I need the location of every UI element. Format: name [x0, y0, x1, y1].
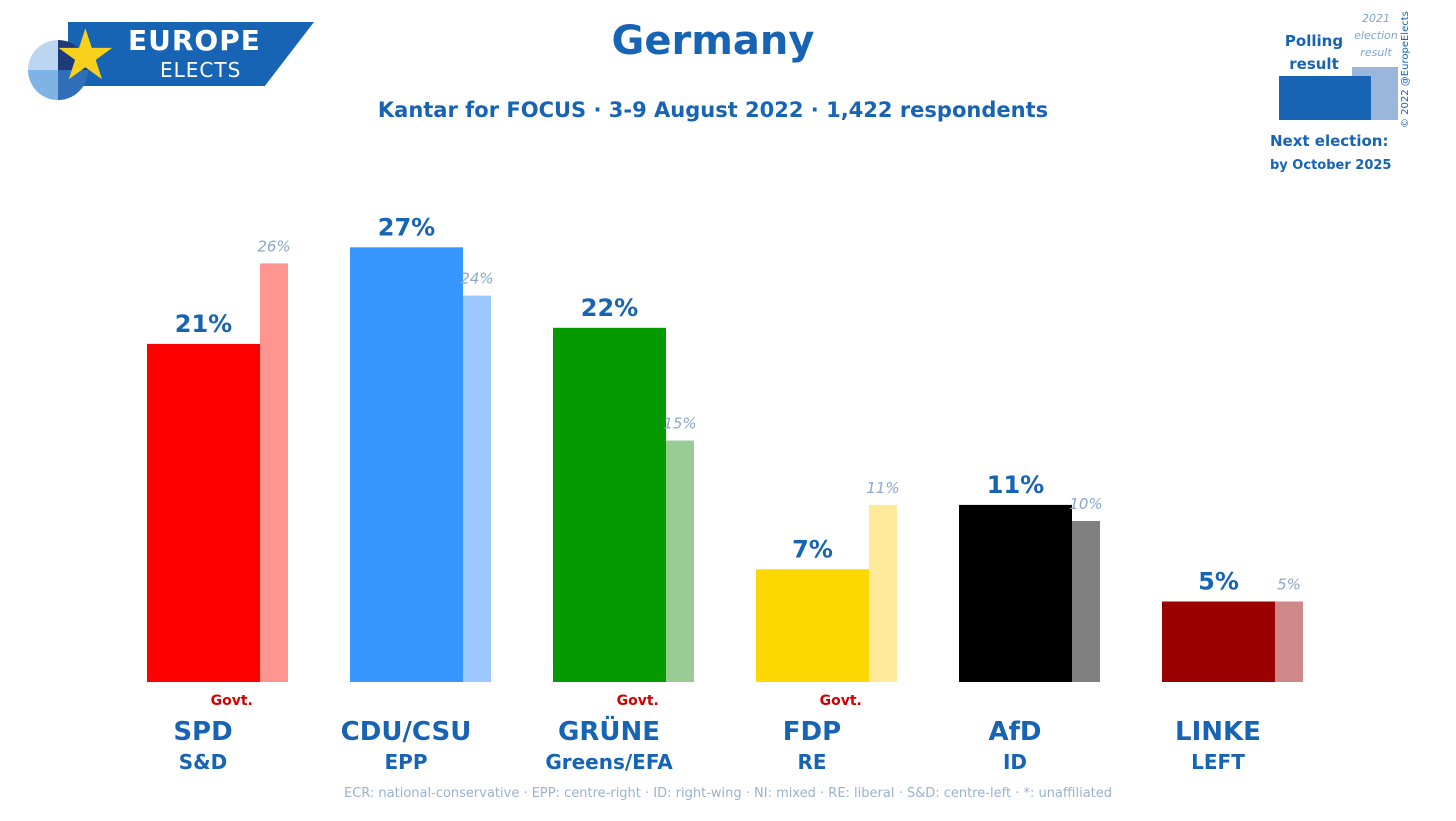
logo-text-europe: EUROPE — [128, 24, 261, 57]
footer-glossary: ECR: national-conservative · EPP: centre… — [343, 786, 1113, 801]
poll-value-label-spd: 21% — [175, 310, 232, 338]
legend-poll-swatch — [1279, 76, 1371, 120]
poll-value-label-gr-ne: 22% — [581, 294, 638, 322]
poll-bar-linke — [1162, 601, 1275, 682]
legend: Polling result 2021 election result Next… — [1270, 8, 1450, 188]
election-value-label-afd: 10% — [1069, 495, 1102, 513]
europe-elects-logo: ★ EUROPE ELECTS — [28, 14, 318, 100]
poll-value-label-cdu-csu: 27% — [378, 213, 435, 241]
legend-election-label: 2021 election result — [1354, 12, 1398, 59]
party-group-spd: S&D — [179, 750, 227, 774]
party-name-spd: SPD — [173, 717, 232, 747]
govt-label-spd: Govt. — [211, 693, 253, 709]
party-name-gr-ne: GRÜNE — [558, 714, 660, 747]
poll-value-label-afd: 11% — [987, 471, 1044, 499]
logo-banner — [68, 22, 314, 86]
next-election-value: by October 2025 — [1270, 158, 1392, 173]
election-value-label-cdu-csu: 24% — [460, 270, 493, 288]
logo-pie-icon — [28, 40, 88, 100]
poll-bar-fdp — [756, 569, 869, 682]
party-group-fdp: RE — [797, 750, 826, 774]
logo-star-icon: ★ — [54, 14, 117, 96]
election-bar-afd — [1072, 521, 1100, 682]
election-bar-fdp — [869, 504, 897, 682]
govt-label-fdp: Govt. — [820, 693, 862, 709]
party-group-afd: ID — [1003, 750, 1027, 774]
govt-label-gr-ne: Govt. — [617, 693, 659, 709]
poll-bar-spd — [147, 343, 260, 682]
poll-bar-afd — [959, 504, 1072, 682]
poll-bar-gr-ne — [553, 327, 666, 682]
election-value-label-spd: 26% — [257, 237, 290, 255]
party-name-cdu-csu: CDU/CSU — [341, 717, 472, 747]
party-name-fdp: FDP — [783, 717, 841, 747]
election-value-label-fdp: 11% — [866, 479, 899, 497]
party-name-linke: LINKE — [1175, 717, 1261, 747]
chart-title: Germany — [611, 18, 815, 64]
poll-value-label-linke: 5% — [1198, 568, 1239, 596]
poll-value-label-fdp: 7% — [792, 535, 833, 563]
election-bar-cdu-csu — [463, 295, 491, 682]
legend-poll-label: Polling result — [1284, 32, 1344, 73]
poll-bar-cdu-csu — [350, 247, 463, 683]
party-group-linke: LEFT — [1191, 750, 1245, 774]
election-value-label-gr-ne: 15% — [663, 415, 696, 433]
election-value-label-linke: 5% — [1277, 576, 1301, 594]
party-group-gr-ne: Greens/EFA — [545, 750, 673, 774]
election-bar-linke — [1275, 601, 1303, 682]
next-election-label: Next election: — [1270, 132, 1389, 150]
chart-subtitle: Kantar for FOCUS · 3-9 August 2022 · 1,4… — [377, 98, 1049, 122]
election-bar-spd — [260, 263, 288, 682]
party-name-afd: AfD — [988, 717, 1041, 747]
party-group-cdu-csu: EPP — [385, 750, 428, 774]
logo-text-elects: ELECTS — [160, 58, 242, 82]
election-bar-gr-ne — [666, 440, 694, 682]
